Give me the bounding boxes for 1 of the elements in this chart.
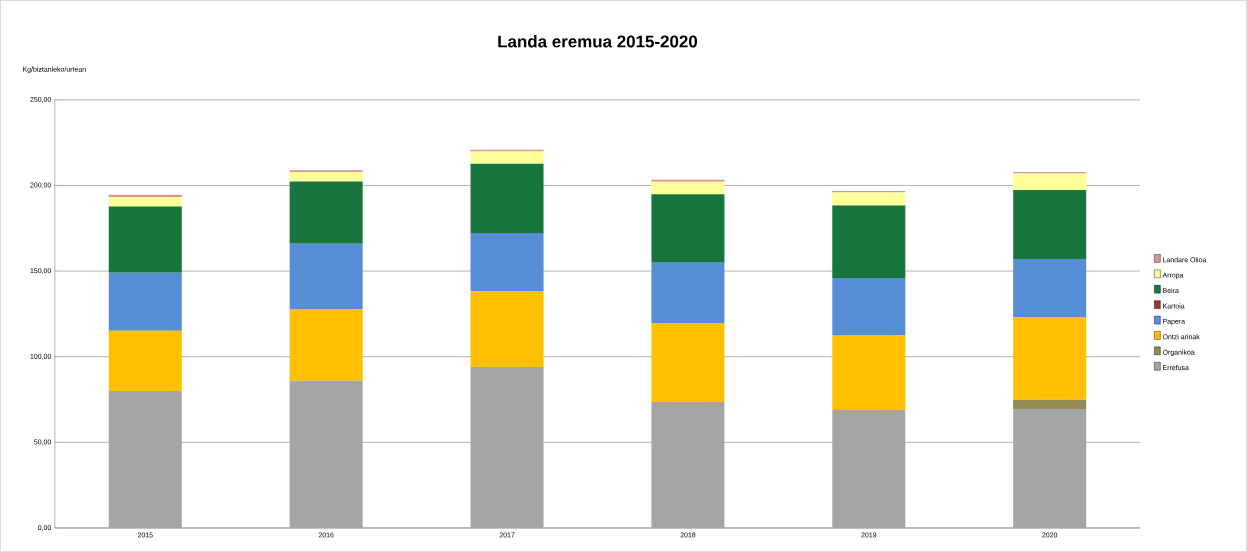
chart-title: Landa eremua 2015-2020 bbox=[498, 35, 698, 48]
